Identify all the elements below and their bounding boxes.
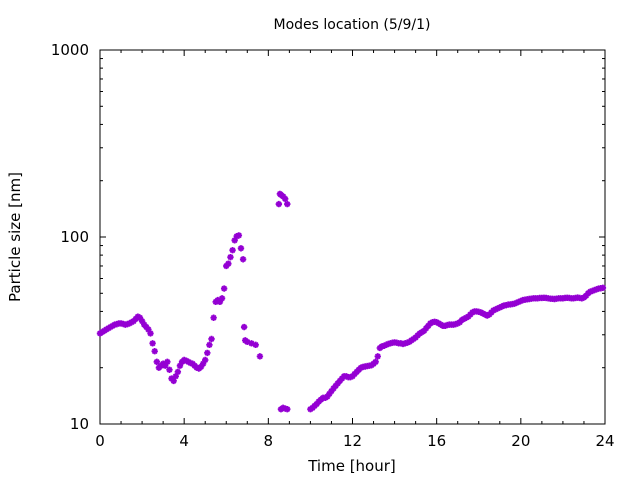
data-point [172, 373, 179, 380]
data-point [334, 380, 341, 387]
x-tick-label: 16 [427, 432, 446, 450]
x-tick-label: 8 [264, 432, 274, 450]
data-point [231, 237, 238, 244]
data-point [425, 322, 432, 330]
data-point [330, 385, 337, 392]
x-tick-label: 4 [179, 432, 189, 450]
data-point [244, 338, 251, 346]
data-point [204, 349, 211, 357]
data-point [218, 295, 226, 302]
x-axis-label: Time [hour] [307, 457, 396, 475]
data-point [199, 360, 207, 367]
data-point [208, 335, 215, 343]
data-point [281, 195, 289, 203]
data-point [227, 253, 234, 261]
data-point [210, 314, 217, 321]
data-point [237, 245, 245, 252]
data-point [143, 323, 150, 331]
data-point [147, 330, 154, 337]
data-point [136, 314, 144, 321]
data-point [151, 348, 158, 355]
data-point [176, 362, 184, 369]
data-points [96, 190, 607, 413]
data-point [138, 317, 146, 325]
data-point [229, 246, 236, 254]
data-point [420, 327, 428, 335]
data-point [324, 393, 331, 400]
data-point [206, 341, 213, 349]
data-point [252, 341, 259, 349]
plot-frame [99, 49, 606, 425]
data-point [239, 256, 247, 263]
x-tick-label: 24 [595, 432, 614, 450]
data-point [145, 326, 152, 333]
data-point [202, 356, 209, 364]
data-point [140, 321, 148, 328]
data-point [220, 285, 228, 292]
data-point [153, 358, 161, 366]
chart-title: Modes location (5/9/1) [274, 17, 431, 33]
data-point [275, 200, 283, 208]
data-point [149, 340, 156, 347]
data-point [162, 362, 169, 369]
data-point [164, 358, 171, 366]
data-point [170, 377, 177, 385]
data-point [248, 340, 255, 347]
data-point [166, 366, 173, 373]
data-point [197, 363, 205, 371]
data-point [422, 325, 430, 332]
data-point [216, 298, 224, 306]
data-point [256, 353, 264, 360]
data-point [372, 358, 379, 366]
x-tick-label: 12 [343, 432, 362, 450]
data-point [235, 232, 243, 239]
x-tick-label: 20 [511, 432, 530, 450]
data-point [326, 390, 333, 398]
data-point [279, 193, 287, 200]
data-point [332, 382, 339, 390]
data-point [582, 292, 590, 299]
data-point [174, 368, 182, 376]
data-point [313, 400, 320, 408]
data-point [240, 323, 248, 331]
y-tick-label: 1000 [51, 41, 89, 59]
axis-ticks: 0 4 8 12 16 20 24 10 100 1000 [51, 41, 615, 450]
y-tick-label: 10 [70, 415, 89, 433]
data-point [599, 284, 607, 291]
x-tick-label: 0 [95, 432, 105, 450]
data-point [328, 387, 335, 395]
data-point [374, 353, 381, 360]
data-point [284, 405, 291, 413]
y-axis-label: Particle size [nm] [6, 172, 24, 302]
y-tick-label: 100 [60, 228, 89, 246]
data-point [225, 260, 232, 267]
data-point [284, 200, 291, 208]
